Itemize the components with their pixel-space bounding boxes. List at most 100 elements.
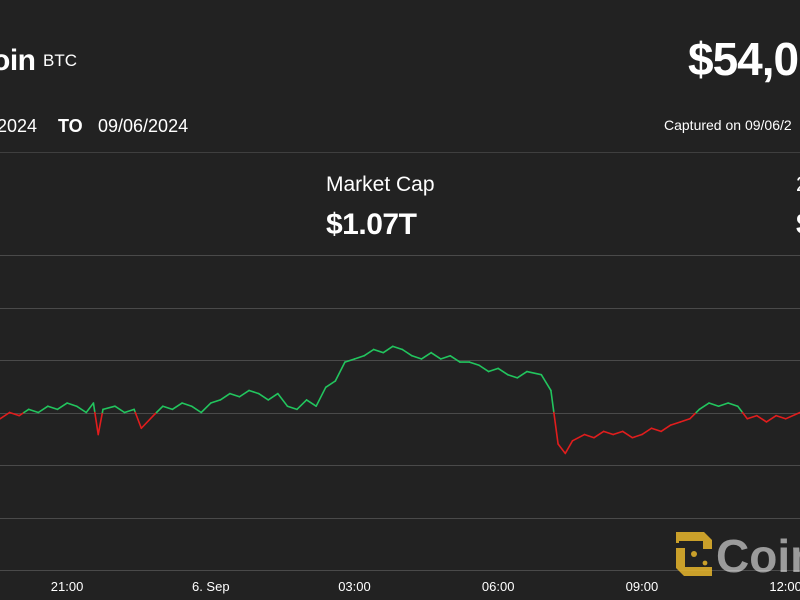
price-segment [190, 405, 202, 414]
price-segment [516, 370, 528, 379]
market-cap-label: Market Cap [326, 173, 435, 196]
price-segment [430, 351, 442, 360]
price-segment [114, 405, 126, 414]
price-segment [277, 392, 289, 407]
price-segment [689, 411, 698, 420]
header-divider [0, 152, 800, 153]
price-segment [75, 405, 88, 414]
x-tick-label: 6. Sep [192, 579, 230, 594]
x-tick-label: 12:00 [769, 579, 800, 594]
date-from: 2024 [0, 116, 38, 136]
price-segment [746, 414, 758, 420]
price-segment [200, 402, 212, 414]
price-segment [171, 402, 183, 411]
price-segment [497, 367, 509, 376]
price-segment [181, 402, 193, 407]
price-segment [765, 414, 777, 423]
price-segment [134, 411, 143, 430]
watermark-logo-icon [676, 532, 712, 576]
price-segment [102, 405, 116, 411]
watermark-text: Coin [716, 530, 800, 582]
x-axis-ticks: 21:00 6. Sep 03:00 06:00 09:00 12:00 [51, 579, 800, 594]
price-segment [238, 389, 250, 398]
price-segment [363, 348, 375, 357]
price-segment [775, 414, 787, 420]
price-segment [56, 402, 68, 411]
price-segment [660, 424, 672, 433]
x-tick-label: 06:00 [482, 579, 515, 594]
coin-name: oin [0, 44, 36, 77]
x-tick-label: 09:00 [626, 579, 659, 594]
price-segment [47, 405, 59, 411]
ticker-symbol: BTC [43, 51, 77, 70]
price-segment [631, 433, 643, 439]
price-segment [717, 402, 729, 407]
price-segment [564, 440, 574, 455]
price-segment [506, 373, 519, 379]
price-segment [550, 389, 555, 414]
price-segment [92, 402, 96, 414]
price-segment [372, 348, 385, 354]
price-segment [97, 411, 104, 436]
price-segment [353, 355, 365, 360]
price-segment [487, 367, 500, 373]
price-chart: 21:00 6. Sep 03:00 06:00 09:00 12:00 Coin [0, 255, 800, 594]
price-segment [37, 405, 49, 414]
stat-value-cropped: $ [796, 208, 800, 242]
price-segment [449, 355, 461, 363]
x-tick-label: 03:00 [338, 579, 371, 594]
market-cap-value: $1.07T [326, 208, 417, 241]
price-segment [392, 345, 404, 351]
price-segment [602, 430, 614, 436]
price-segment [669, 421, 682, 426]
price-segment [140, 414, 155, 430]
price-segment [553, 411, 559, 445]
price-segment [85, 402, 95, 414]
price-segment [155, 405, 164, 414]
price-segment [162, 405, 174, 411]
price-segment [257, 392, 270, 401]
price-segment [583, 433, 595, 439]
price-segment [94, 411, 100, 436]
price-segment [478, 364, 490, 373]
price-segment [526, 370, 543, 376]
price-segment [784, 411, 800, 420]
price-segment [468, 361, 480, 367]
captured-date: Captured on 09/06/2 [664, 117, 792, 133]
price-segment [286, 405, 298, 411]
price-segment [382, 345, 394, 354]
price-segment [334, 361, 346, 382]
price-segment [305, 399, 317, 407]
price-segment [679, 418, 691, 423]
price-segment [708, 402, 720, 407]
price-segment [23, 408, 30, 414]
price-segment [411, 355, 423, 360]
price-segment [344, 358, 356, 363]
price-segment [229, 392, 241, 398]
price-segment [296, 399, 308, 411]
price-segment [8, 411, 20, 417]
date-to: 09/06/2024 [98, 116, 189, 136]
price-segment [66, 402, 78, 407]
price-segment [736, 405, 744, 414]
price-segment [209, 399, 222, 404]
price-segment [727, 402, 739, 407]
price-segment [401, 348, 413, 357]
current-price: $54,0 [688, 33, 799, 85]
price-segment [27, 408, 40, 414]
price-segment [219, 392, 231, 401]
price-segment [540, 373, 552, 392]
price-segment [756, 414, 768, 423]
coin-watermark: Coin [676, 530, 800, 582]
price-segment [650, 427, 662, 433]
price-segment [741, 411, 749, 420]
price-segment [420, 351, 432, 360]
price-segment [557, 443, 567, 455]
price-segment [571, 433, 586, 442]
x-tick-label: 21:00 [51, 579, 84, 594]
price-segment [123, 408, 135, 414]
stat-label-cropped: 2 [796, 173, 800, 197]
price-segment [439, 355, 452, 360]
price-segment [698, 402, 710, 411]
